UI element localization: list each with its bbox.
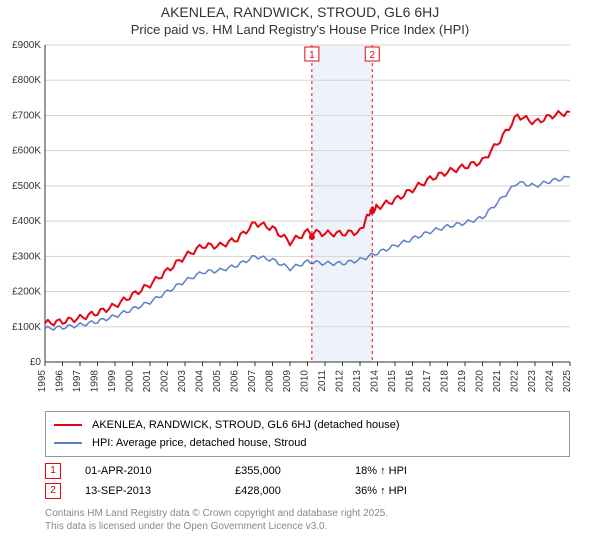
legend-swatch-2 [54, 442, 82, 444]
svg-text:£100K: £100K [12, 322, 41, 333]
transaction-price: £428,000 [235, 485, 355, 497]
svg-text:1999: 1999 [107, 370, 118, 393]
transaction-marker-2: 2 [45, 483, 61, 499]
svg-text:2001: 2001 [142, 370, 153, 393]
transactions-table: 1 01-APR-2010 £355,000 18% ↑ HPI 2 13-SE… [45, 461, 570, 501]
svg-text:2019: 2019 [457, 370, 468, 393]
svg-text:2022: 2022 [510, 370, 521, 393]
svg-text:£400K: £400K [12, 216, 41, 227]
chart-area: £0 £100K £200K £300K £400K £500K £600K £700K £80… [0, 37, 600, 407]
footer-line-2: This data is licensed under the Open Gov… [45, 520, 570, 533]
title-line-2: Price paid vs. HM Land Registry's House … [0, 22, 600, 37]
legend-label-2: HPI: Average price, detached house, Stro… [92, 437, 306, 449]
svg-text:2017: 2017 [422, 370, 433, 393]
svg-text:2025: 2025 [562, 370, 573, 393]
footer-line-1: Contains HM Land Registry data © Crown c… [45, 507, 570, 520]
legend-row-1: AKENLEA, RANDWICK, STROUD, GL6 6HJ (deta… [54, 416, 561, 434]
svg-text:2015: 2015 [387, 370, 398, 393]
svg-text:2012: 2012 [335, 370, 346, 393]
svg-text:2005: 2005 [212, 370, 223, 393]
svg-text:2: 2 [369, 50, 375, 61]
svg-text:2006: 2006 [230, 370, 241, 393]
transaction-hpi: 36% ↑ HPI [355, 485, 475, 497]
legend-row-2: HPI: Average price, detached house, Stro… [54, 434, 561, 452]
svg-text:2014: 2014 [370, 370, 381, 393]
svg-text:£200K: £200K [12, 287, 41, 298]
svg-text:2003: 2003 [177, 370, 188, 393]
svg-text:2011: 2011 [317, 370, 328, 392]
svg-text:£800K: £800K [12, 75, 41, 86]
svg-text:£0: £0 [30, 357, 42, 368]
svg-text:1: 1 [309, 50, 315, 61]
chart-svg: £0 £100K £200K £300K £400K £500K £600K £700K £80… [0, 37, 600, 407]
svg-text:2020: 2020 [475, 370, 486, 393]
legend-box: AKENLEA, RANDWICK, STROUD, GL6 6HJ (deta… [45, 411, 570, 457]
svg-text:£600K: £600K [12, 146, 41, 157]
transaction-hpi: 18% ↑ HPI [355, 465, 475, 477]
chart-title-block: AKENLEA, RANDWICK, STROUD, GL6 6HJ Price… [0, 0, 600, 37]
transaction-price: £355,000 [235, 465, 355, 477]
svg-text:2008: 2008 [265, 370, 276, 393]
title-line-1: AKENLEA, RANDWICK, STROUD, GL6 6HJ [0, 4, 600, 20]
svg-text:1995: 1995 [37, 370, 48, 393]
legend-swatch-1 [54, 424, 82, 426]
svg-text:£700K: £700K [12, 110, 41, 121]
transaction-row: 2 13-SEP-2013 £428,000 36% ↑ HPI [45, 481, 570, 501]
svg-text:2004: 2004 [195, 370, 206, 393]
svg-text:2016: 2016 [405, 370, 416, 393]
svg-text:£900K: £900K [12, 40, 41, 51]
svg-text:2000: 2000 [125, 370, 136, 393]
svg-text:£500K: £500K [12, 181, 41, 192]
svg-text:1997: 1997 [72, 370, 83, 393]
svg-text:2010: 2010 [300, 370, 311, 393]
transaction-marker-1: 1 [45, 463, 61, 479]
svg-text:2023: 2023 [527, 370, 538, 393]
svg-text:2002: 2002 [160, 370, 171, 393]
svg-text:£300K: £300K [12, 251, 41, 262]
svg-text:2024: 2024 [545, 370, 556, 393]
transaction-row: 1 01-APR-2010 £355,000 18% ↑ HPI [45, 461, 570, 481]
svg-text:2021: 2021 [492, 370, 503, 393]
svg-text:2018: 2018 [440, 370, 451, 393]
transaction-date: 13-SEP-2013 [85, 485, 235, 497]
footer-attribution: Contains HM Land Registry data © Crown c… [45, 507, 570, 533]
svg-text:2007: 2007 [247, 370, 258, 393]
svg-text:1998: 1998 [90, 370, 101, 393]
svg-text:2013: 2013 [352, 370, 363, 393]
svg-text:2009: 2009 [282, 370, 293, 393]
legend-label-1: AKENLEA, RANDWICK, STROUD, GL6 6HJ (deta… [92, 419, 400, 431]
svg-text:1996: 1996 [55, 370, 66, 393]
transaction-date: 01-APR-2010 [85, 465, 235, 477]
